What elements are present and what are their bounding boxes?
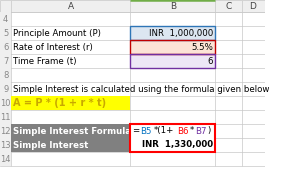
Bar bbox=[0, 0, 11, 12]
Text: 6: 6 bbox=[3, 42, 8, 52]
Bar bbox=[0, 110, 11, 124]
Text: 5.5%: 5.5% bbox=[191, 42, 213, 52]
Bar bbox=[11, 138, 130, 152]
Text: 6: 6 bbox=[208, 57, 213, 65]
Text: Time Frame (t): Time Frame (t) bbox=[13, 57, 77, 65]
Bar bbox=[130, 40, 215, 54]
Text: *: * bbox=[190, 126, 194, 135]
Text: B6: B6 bbox=[177, 126, 188, 135]
Bar bbox=[0, 68, 11, 82]
Text: INR  1,000,000: INR 1,000,000 bbox=[149, 28, 213, 38]
Text: B: B bbox=[170, 1, 176, 10]
Bar bbox=[130, 138, 215, 152]
Bar bbox=[0, 26, 11, 40]
Text: 7: 7 bbox=[3, 57, 8, 65]
Text: INR  1,330,000: INR 1,330,000 bbox=[142, 140, 213, 150]
Bar bbox=[11, 124, 130, 138]
Bar bbox=[0, 124, 11, 138]
Bar bbox=[130, 54, 215, 68]
Text: B7: B7 bbox=[195, 126, 206, 135]
Bar bbox=[0, 12, 11, 26]
Bar bbox=[130, 54, 215, 68]
Bar bbox=[0, 96, 11, 110]
Bar bbox=[130, 0, 215, 12]
Bar bbox=[130, 26, 215, 40]
Text: 4: 4 bbox=[3, 15, 8, 23]
Text: Simple Interest is calculated using the formula given below: Simple Interest is calculated using the … bbox=[13, 84, 270, 94]
Bar bbox=[0, 40, 11, 54]
Text: Simple Interest: Simple Interest bbox=[13, 140, 88, 150]
Text: A: A bbox=[68, 1, 74, 10]
Bar bbox=[130, 40, 215, 54]
Text: B5: B5 bbox=[140, 126, 152, 135]
Text: 5: 5 bbox=[3, 28, 8, 38]
Text: 10: 10 bbox=[1, 99, 11, 108]
Bar bbox=[11, 96, 130, 110]
Bar bbox=[0, 152, 11, 166]
Text: 9: 9 bbox=[3, 84, 8, 94]
Text: 13: 13 bbox=[0, 140, 11, 150]
Text: A = P * (1 + r * t): A = P * (1 + r * t) bbox=[13, 98, 106, 108]
Text: D: D bbox=[250, 1, 256, 10]
Bar bbox=[242, 0, 265, 12]
Text: 14: 14 bbox=[1, 155, 11, 163]
Bar bbox=[130, 124, 215, 152]
Text: *(1+: *(1+ bbox=[154, 126, 174, 135]
Bar bbox=[215, 0, 242, 12]
Bar bbox=[130, 26, 215, 40]
Text: 12: 12 bbox=[1, 126, 11, 135]
Bar bbox=[0, 138, 11, 152]
Text: 11: 11 bbox=[1, 113, 11, 121]
Text: C: C bbox=[225, 1, 232, 10]
Text: ): ) bbox=[208, 126, 211, 135]
Bar bbox=[0, 82, 11, 96]
Text: Principle Amount (P): Principle Amount (P) bbox=[13, 28, 101, 38]
Text: Rate of Interest (r): Rate of Interest (r) bbox=[13, 42, 93, 52]
Text: 8: 8 bbox=[3, 70, 8, 79]
Bar bbox=[0, 54, 11, 68]
Bar bbox=[0, 12, 265, 166]
Text: =: = bbox=[132, 126, 140, 135]
Bar bbox=[130, 124, 215, 138]
Bar bbox=[11, 0, 130, 12]
Text: Simple Interest Formula: Simple Interest Formula bbox=[13, 126, 131, 135]
